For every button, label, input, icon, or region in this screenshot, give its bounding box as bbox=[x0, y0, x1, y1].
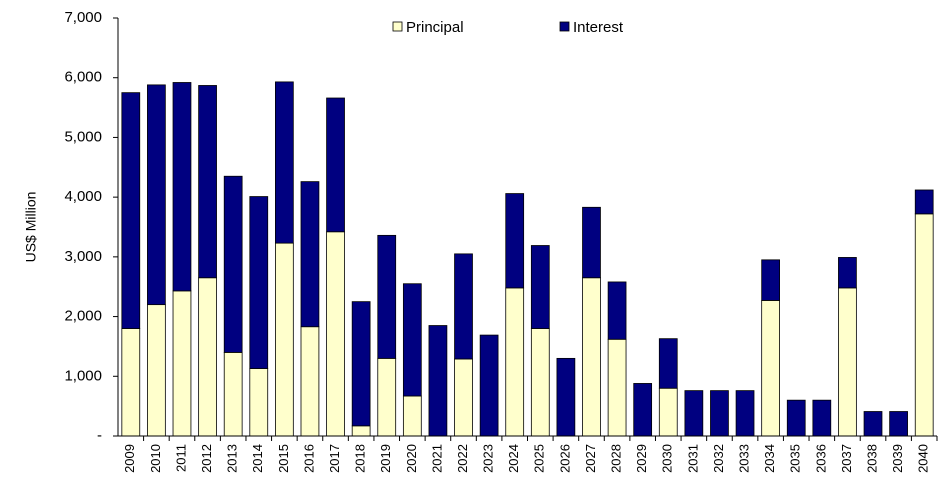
x-tick-label: 2036 bbox=[813, 444, 828, 473]
bar-segment bbox=[147, 84, 166, 306]
y-tick-label: 2,000 bbox=[64, 308, 102, 325]
y-tick-label: 4,000 bbox=[64, 188, 102, 205]
x-tick-label: 2019 bbox=[378, 444, 393, 473]
x-tick-label: 2034 bbox=[762, 444, 777, 473]
bar-segment bbox=[786, 399, 806, 437]
bar-segment bbox=[761, 300, 780, 437]
x-tick-label: 2027 bbox=[583, 444, 598, 473]
bar-segment bbox=[710, 390, 729, 437]
bar-segment bbox=[607, 338, 627, 437]
x-tick-label: 2020 bbox=[404, 444, 419, 473]
bar-segment bbox=[914, 189, 934, 215]
bar-segment bbox=[556, 357, 576, 437]
x-tick-label: 2015 bbox=[276, 444, 291, 473]
x-tick-label: 2029 bbox=[634, 444, 649, 473]
bar-segment bbox=[198, 277, 217, 437]
bar-segment bbox=[454, 358, 473, 437]
bar-segment bbox=[326, 231, 345, 437]
bar-segment bbox=[454, 253, 473, 360]
bar-segment bbox=[812, 399, 832, 437]
bar-segment bbox=[428, 325, 448, 437]
bar-segment bbox=[505, 193, 525, 289]
bar-segment bbox=[505, 287, 525, 437]
bar-segment bbox=[223, 351, 243, 437]
bar-segment bbox=[582, 206, 601, 279]
x-tick-label: 2030 bbox=[660, 444, 675, 473]
bar-segment bbox=[172, 290, 192, 437]
bar-segment bbox=[249, 368, 269, 437]
bar-segment bbox=[863, 411, 883, 437]
x-tick-label: 2028 bbox=[609, 444, 624, 473]
x-tick-label: 2023 bbox=[481, 444, 496, 473]
bar-segment bbox=[121, 328, 141, 437]
x-tick-label: 2038 bbox=[864, 444, 879, 473]
bar-segment bbox=[351, 425, 371, 437]
y-tick-label: 3,000 bbox=[64, 248, 102, 265]
x-tick-label: 2014 bbox=[250, 444, 265, 473]
x-tick-label: 2039 bbox=[890, 444, 905, 473]
x-tick-label: 2033 bbox=[736, 444, 751, 473]
x-tick-label: 2025 bbox=[532, 444, 547, 473]
bar-segment bbox=[889, 411, 908, 437]
x-tick-label: 2031 bbox=[685, 444, 700, 473]
bar-segment bbox=[530, 328, 550, 437]
x-tick-label: 2037 bbox=[839, 444, 854, 473]
x-tick-label: 2032 bbox=[711, 444, 726, 473]
bar-segment bbox=[402, 395, 422, 437]
bar-segment bbox=[658, 387, 678, 437]
bar-segment bbox=[377, 234, 397, 359]
bar-segment bbox=[402, 283, 422, 397]
legend-swatch bbox=[392, 21, 403, 32]
x-tick-label: 2035 bbox=[788, 444, 803, 473]
bar-segment bbox=[377, 357, 397, 437]
bar-segment bbox=[607, 281, 627, 340]
bar-segment bbox=[351, 301, 371, 427]
y-tick-label: 6,000 bbox=[64, 69, 102, 86]
x-tick-label: 2010 bbox=[148, 444, 163, 473]
x-tick-label: 2040 bbox=[916, 444, 931, 473]
bar-segment bbox=[300, 181, 320, 328]
x-tick-label: 2011 bbox=[173, 444, 188, 472]
x-tick-label: 2009 bbox=[122, 444, 137, 473]
bar-segment bbox=[198, 85, 217, 279]
bar-segment bbox=[172, 82, 192, 292]
bar-segment bbox=[275, 81, 294, 244]
bar-segment bbox=[530, 245, 550, 329]
x-tick-label: 2012 bbox=[199, 444, 214, 473]
bar-segment bbox=[914, 213, 934, 437]
y-tick-label: 7,000 bbox=[64, 9, 102, 26]
legend-label: Principal bbox=[406, 19, 464, 36]
x-tick-label: 2018 bbox=[353, 444, 368, 473]
bar-segment bbox=[633, 383, 653, 437]
x-tick-label: 2017 bbox=[327, 444, 342, 473]
bar-segment bbox=[735, 390, 755, 437]
bar-segment bbox=[582, 277, 601, 437]
bar-segment bbox=[300, 326, 320, 437]
x-tick-label: 2013 bbox=[225, 444, 240, 473]
x-tick-label: 2022 bbox=[455, 444, 470, 473]
bar-segment bbox=[479, 334, 499, 437]
y-tick-label: 1,000 bbox=[64, 367, 102, 384]
bar-segment bbox=[838, 287, 857, 437]
bar-segment bbox=[223, 175, 243, 353]
y-tick-label: - bbox=[97, 427, 102, 444]
bar-segment bbox=[275, 242, 294, 437]
bar-segment bbox=[326, 97, 345, 233]
legend-swatch bbox=[559, 21, 570, 32]
bar-segment bbox=[684, 390, 704, 437]
x-tick-label: 2026 bbox=[557, 444, 572, 473]
x-tick-label: 2021 bbox=[429, 444, 444, 473]
bar-segment bbox=[147, 304, 166, 437]
bar-segment bbox=[249, 196, 269, 369]
bar-segment bbox=[121, 92, 141, 329]
x-tick-label: 2016 bbox=[301, 444, 316, 473]
x-tick-label: 2024 bbox=[506, 444, 521, 473]
y-axis-label: US$ Million bbox=[23, 192, 39, 263]
y-tick-label: 5,000 bbox=[64, 128, 102, 145]
bar-segment bbox=[838, 257, 857, 289]
bar-segment bbox=[658, 338, 678, 389]
bar-segment bbox=[761, 259, 780, 301]
legend-label: Interest bbox=[573, 19, 624, 36]
